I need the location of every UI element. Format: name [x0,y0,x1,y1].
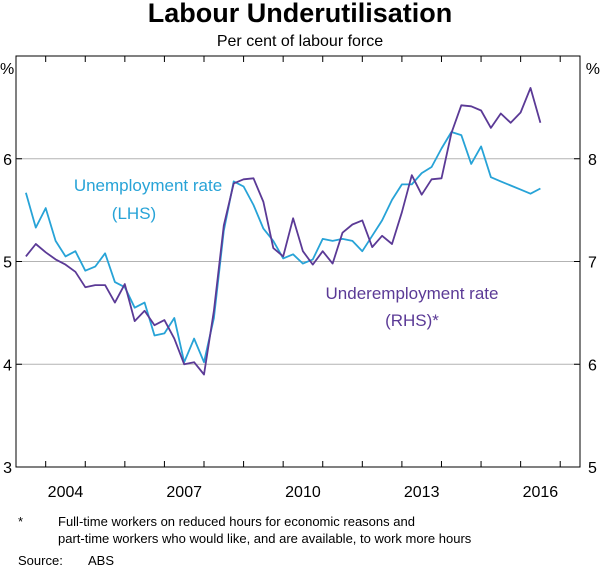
left-tick-label: 6 [3,152,12,169]
footnote-line-2: part-time workers who would like, and ar… [58,531,472,546]
chart-subtitle: Per cent of labour force [216,33,384,50]
right-tick-label: 6 [588,357,597,374]
source-value: ABS [88,553,115,568]
unemployment-rate-line [25,131,541,364]
right-tick-label: 8 [588,152,597,169]
x-tick-label: 2013 [404,484,440,501]
left-tick-label: 4 [3,357,12,374]
left-axis-unit: % [0,61,14,78]
underemployment-rate-label: (RHS)* [385,311,439,330]
right-tick-label: 5 [588,460,597,477]
right-tick-label: 7 [588,255,597,272]
chart-title: Labour Underutilisation [147,0,453,28]
left-tick-label: 3 [3,460,12,477]
footnote-line-1: Full-time workers on reduced hours for e… [58,514,415,529]
x-tick-label: 2007 [166,484,202,501]
left-tick-label: 5 [3,255,12,272]
x-tick-label: 2016 [523,484,559,501]
right-axis-unit: % [586,61,600,78]
footnote-marker: * [18,514,24,529]
underemployment-rate-label: Underemployment rate [326,284,499,303]
source-label: Source: [18,553,63,568]
x-tick-label: 2010 [285,484,321,501]
x-tick-label: 2004 [48,484,84,501]
underemployment-rate-line [25,87,542,376]
unemployment-rate-label: (LHS) [112,204,156,223]
unemployment-rate-label: Unemployment rate [74,176,222,195]
